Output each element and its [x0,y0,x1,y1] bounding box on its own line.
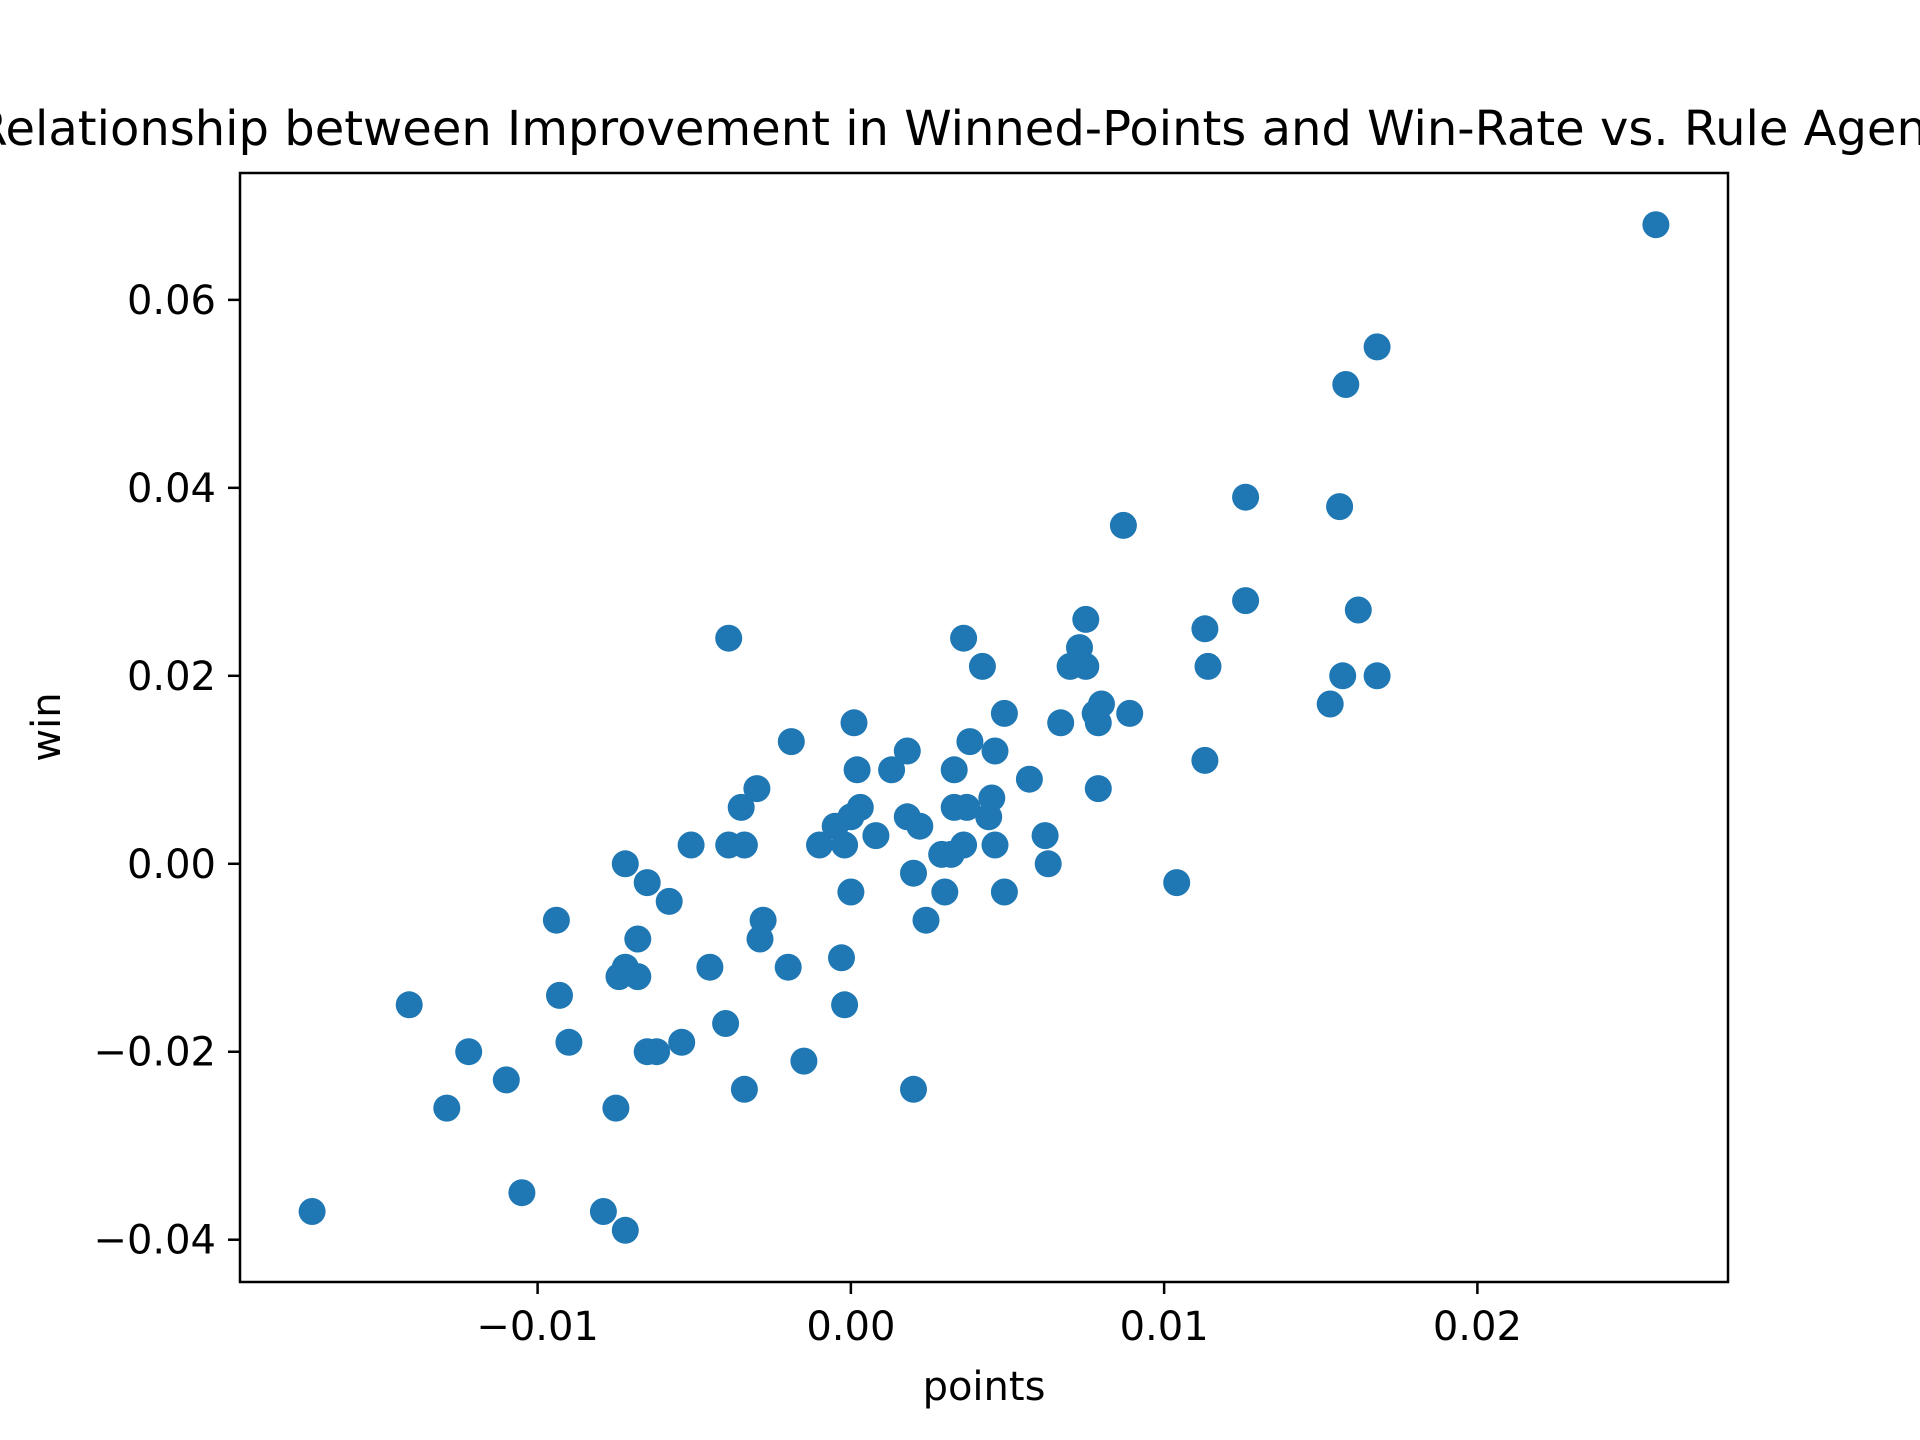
y-tick-label: 0.02 [127,654,216,700]
data-point [906,813,933,840]
data-point [643,1038,670,1065]
data-point [590,1198,617,1225]
data-point [841,709,868,736]
data-point [1085,709,1112,736]
data-point [731,832,758,859]
data-point [696,954,723,981]
data-point [1191,615,1218,642]
data-point [1085,775,1112,802]
data-point [612,850,639,877]
data-point [678,832,705,859]
x-tick-label: 0.00 [806,1304,895,1350]
data-point [778,728,805,755]
chart-title: Relationship between Improvement in Winn… [0,101,1920,157]
data-point [1110,512,1137,539]
data-point [624,926,651,953]
data-point [602,1095,629,1122]
data-point [455,1038,482,1065]
data-point [1072,653,1099,680]
data-point [299,1198,326,1225]
data-point [634,869,661,896]
data-point [1364,662,1391,689]
x-axis-ticks: −0.01 0.00 0.01 0.02 [476,1282,1522,1350]
data-point [991,700,1018,727]
data-point [900,1076,927,1103]
y-tick-label: 0.00 [127,842,216,888]
data-point [837,879,864,906]
data-point [624,963,651,990]
data-point [493,1066,520,1093]
data-point [1317,691,1344,718]
data-point [546,982,573,1009]
x-tick-label: 0.02 [1433,1304,1522,1350]
data-point [1364,333,1391,360]
data-point [396,991,423,1018]
data-point [991,879,1018,906]
data-point [715,625,742,652]
data-point [1329,662,1356,689]
data-point [969,653,996,680]
data-point [1032,822,1059,849]
data-point [975,803,1002,830]
data-point [831,991,858,1018]
data-point [1232,484,1259,511]
data-point [790,1048,817,1075]
data-point [731,1076,758,1103]
y-tick-label: 0.04 [127,466,216,512]
data-point [938,841,965,868]
data-point [913,907,940,934]
data-point [862,822,889,849]
data-point [844,756,871,783]
plot-frame [240,173,1728,1282]
data-point [728,794,755,821]
data-point [982,738,1009,765]
data-point [712,1010,739,1037]
data-point [747,926,774,953]
data-point [941,756,968,783]
data-point [982,832,1009,859]
data-point [931,879,958,906]
data-point [1116,700,1143,727]
data-point [612,1217,639,1244]
data-point [543,907,570,934]
x-tick-label: −0.01 [476,1304,599,1350]
data-point [956,728,983,755]
data-point [878,756,905,783]
data-point [1326,493,1353,520]
data-point [831,832,858,859]
y-tick-label: 0.06 [127,278,216,324]
data-point [1163,869,1190,896]
x-axis-label: points [923,1364,1046,1410]
data-point [1642,211,1669,238]
data-point [1195,653,1222,680]
data-point [1332,371,1359,398]
data-point [1232,587,1259,614]
data-point [1191,747,1218,774]
data-point [1345,597,1372,624]
y-axis-ticks: −0.04 −0.02 0.00 0.02 0.04 0.06 [93,278,240,1264]
data-point [433,1095,460,1122]
data-point [1035,850,1062,877]
y-axis-label: win [24,692,70,761]
data-point [828,944,855,971]
points-layer [299,211,1670,1244]
data-point [806,832,833,859]
y-tick-label: −0.02 [93,1030,216,1076]
data-point [1072,606,1099,633]
data-point [508,1179,535,1206]
y-tick-label: −0.04 [93,1218,216,1264]
data-point [555,1029,582,1056]
data-point [668,1029,695,1056]
x-tick-label: 0.01 [1120,1304,1209,1350]
data-point [1016,766,1043,793]
data-point [1047,709,1074,736]
data-point [900,860,927,887]
data-point [775,954,802,981]
data-point [656,888,683,915]
data-point [950,625,977,652]
